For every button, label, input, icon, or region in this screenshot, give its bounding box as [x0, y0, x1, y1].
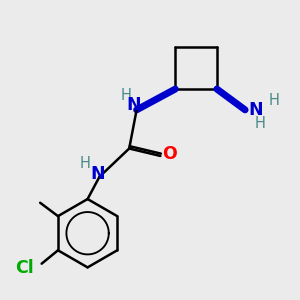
- Text: H: H: [269, 94, 280, 109]
- Text: O: O: [162, 146, 177, 164]
- Text: H: H: [121, 88, 132, 103]
- Text: N: N: [126, 96, 141, 114]
- Text: N: N: [248, 101, 263, 119]
- Text: H: H: [79, 156, 90, 171]
- Text: N: N: [91, 165, 105, 183]
- Text: H: H: [255, 116, 266, 131]
- Text: Cl: Cl: [16, 259, 34, 277]
